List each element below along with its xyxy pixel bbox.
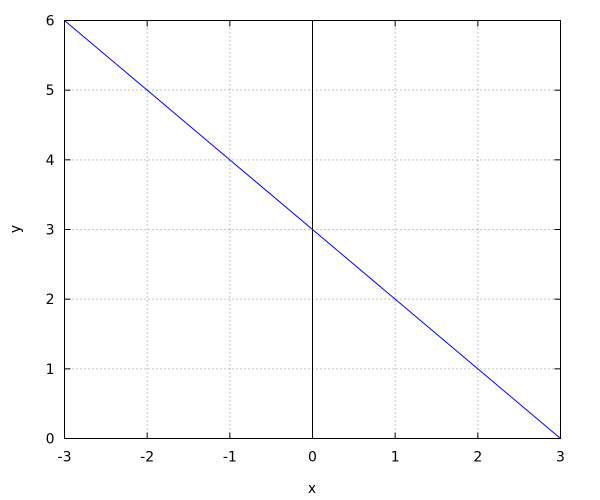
y-axis-label: y	[8, 225, 24, 233]
y-tick-label: 2	[46, 292, 55, 308]
x-tick-label: 2	[473, 450, 482, 466]
y-tick-label: 4	[46, 153, 55, 169]
x-tick-label: 1	[391, 450, 400, 466]
y-tick-label: 3	[46, 223, 55, 239]
x-axis-label: x	[308, 481, 316, 497]
series-group	[64, 20, 561, 439]
y-tick-label: 6	[46, 14, 55, 30]
x-tick-label: 3	[556, 450, 565, 466]
x-tick-label: -3	[58, 450, 72, 466]
x-tick-label: -2	[140, 450, 154, 466]
y-tick-label: 1	[46, 362, 55, 378]
y-tick-label: 5	[46, 83, 55, 99]
x-tick-label: 0	[308, 450, 317, 466]
ticks: -3 -2 -1 0 1 2 3 0 1 2 3 4 5 6	[46, 14, 565, 466]
x-tick-label: -1	[223, 450, 237, 466]
series-line	[64, 20, 561, 439]
y-tick-label: 0	[46, 432, 55, 448]
